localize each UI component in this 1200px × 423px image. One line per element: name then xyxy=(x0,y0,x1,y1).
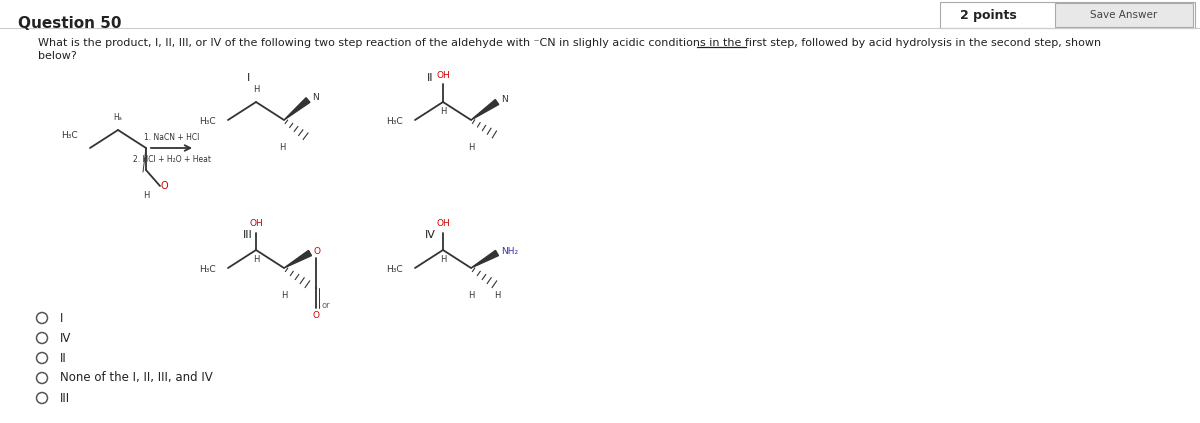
Text: or: or xyxy=(322,302,330,310)
Text: H₃C: H₃C xyxy=(199,266,216,275)
Text: OH: OH xyxy=(250,220,263,228)
Text: H: H xyxy=(440,107,446,116)
Text: H: H xyxy=(253,255,259,264)
Text: H₃C: H₃C xyxy=(199,118,216,126)
Text: What is the product, I, II, III, or IV of the following two step reaction of the: What is the product, I, II, III, or IV o… xyxy=(38,38,1102,48)
Polygon shape xyxy=(284,250,312,268)
Text: H: H xyxy=(440,255,446,264)
Text: O: O xyxy=(312,311,319,321)
Text: II: II xyxy=(60,352,67,365)
Text: H: H xyxy=(281,291,287,300)
Text: H₃C: H₃C xyxy=(61,132,78,140)
Text: Hₐ: Hₐ xyxy=(114,113,122,123)
Text: I: I xyxy=(60,311,64,324)
Text: H: H xyxy=(494,291,500,300)
Text: O: O xyxy=(160,181,168,191)
Text: IV: IV xyxy=(425,230,436,240)
Text: III: III xyxy=(60,392,70,404)
Text: 1. NaCN + HCl: 1. NaCN + HCl xyxy=(144,134,199,143)
Text: OH: OH xyxy=(436,71,450,80)
FancyBboxPatch shape xyxy=(940,2,1195,28)
Text: 2 points: 2 points xyxy=(960,8,1016,22)
Text: H: H xyxy=(278,143,286,153)
Text: II: II xyxy=(427,73,433,83)
Text: O: O xyxy=(314,247,322,255)
Polygon shape xyxy=(470,250,498,268)
Text: None of the I, II, III, and IV: None of the I, II, III, and IV xyxy=(60,371,212,385)
Text: H: H xyxy=(143,192,149,201)
Text: Question 50: Question 50 xyxy=(18,16,121,31)
Text: NH₂: NH₂ xyxy=(502,247,518,255)
Text: below?: below? xyxy=(38,51,77,61)
Polygon shape xyxy=(284,98,310,120)
FancyBboxPatch shape xyxy=(1055,3,1193,27)
Text: H₃C: H₃C xyxy=(386,266,403,275)
Text: N: N xyxy=(312,93,319,102)
Text: IV: IV xyxy=(60,332,71,344)
Text: 2. HCl + H₂O + Heat: 2. HCl + H₂O + Heat xyxy=(133,156,211,165)
Text: Save Answer: Save Answer xyxy=(1091,10,1158,20)
Text: N: N xyxy=(502,96,508,104)
Polygon shape xyxy=(470,99,499,120)
Text: H: H xyxy=(468,291,474,300)
Text: OH: OH xyxy=(436,220,450,228)
Text: H₃C: H₃C xyxy=(386,118,403,126)
Text: H: H xyxy=(253,85,259,94)
Text: I: I xyxy=(246,73,250,83)
Text: III: III xyxy=(244,230,253,240)
Text: H: H xyxy=(468,143,474,153)
